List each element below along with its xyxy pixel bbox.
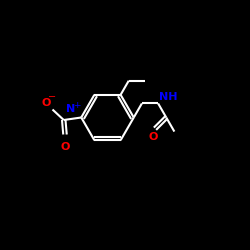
Text: O: O xyxy=(60,142,70,152)
Text: O: O xyxy=(42,98,51,108)
Text: N: N xyxy=(66,104,75,115)
Text: −: − xyxy=(48,92,56,102)
Text: O: O xyxy=(148,132,158,142)
Text: +: + xyxy=(73,100,81,110)
Text: NH: NH xyxy=(159,92,178,102)
